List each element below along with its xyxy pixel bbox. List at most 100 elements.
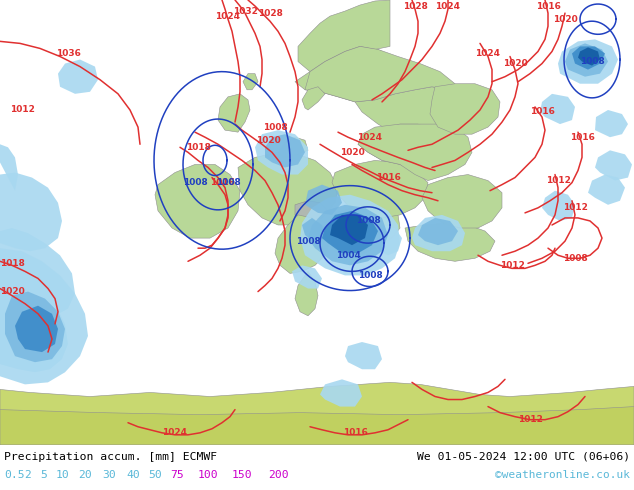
Text: 20: 20 [78, 470, 92, 480]
Text: 30: 30 [102, 470, 116, 480]
Polygon shape [265, 134, 305, 168]
Polygon shape [355, 87, 458, 137]
Polygon shape [5, 292, 65, 362]
Text: 1024: 1024 [216, 12, 240, 21]
Text: 75: 75 [170, 470, 184, 480]
Text: 1024: 1024 [162, 428, 188, 437]
Text: 1020: 1020 [340, 148, 365, 157]
Polygon shape [332, 160, 428, 218]
Text: 1020: 1020 [0, 287, 24, 296]
Polygon shape [418, 218, 458, 245]
Text: 1008: 1008 [262, 122, 287, 132]
Polygon shape [422, 174, 502, 228]
Text: We 01-05-2024 12:00 UTC (06+06): We 01-05-2024 12:00 UTC (06+06) [417, 452, 630, 462]
Text: 150: 150 [232, 470, 252, 480]
Polygon shape [255, 130, 308, 174]
Polygon shape [595, 110, 628, 137]
Text: 1012: 1012 [546, 176, 571, 185]
Polygon shape [370, 225, 402, 255]
Polygon shape [302, 87, 325, 110]
Polygon shape [565, 44, 608, 76]
Polygon shape [278, 137, 308, 157]
Polygon shape [305, 47, 458, 102]
Polygon shape [0, 172, 62, 251]
Text: 1028: 1028 [257, 9, 282, 18]
Text: 1036: 1036 [56, 49, 81, 58]
Polygon shape [405, 223, 495, 261]
Polygon shape [572, 47, 605, 70]
Polygon shape [542, 191, 575, 221]
Polygon shape [322, 211, 378, 253]
Text: 1024: 1024 [358, 133, 382, 142]
Polygon shape [0, 228, 75, 316]
Text: 1008: 1008 [562, 254, 587, 263]
Text: 2: 2 [24, 470, 31, 480]
Polygon shape [243, 74, 258, 90]
Text: 1012: 1012 [500, 261, 524, 270]
Text: 50: 50 [148, 470, 162, 480]
Text: 1020: 1020 [503, 59, 527, 68]
Text: 1016: 1016 [536, 1, 560, 11]
Text: 1020: 1020 [256, 136, 280, 145]
Polygon shape [155, 165, 240, 238]
Polygon shape [588, 174, 625, 205]
Text: 1004: 1004 [335, 251, 361, 260]
Text: 10: 10 [56, 470, 70, 480]
Text: 1008: 1008 [183, 178, 207, 187]
Text: 1020: 1020 [553, 15, 578, 24]
Text: ©weatheronline.co.uk: ©weatheronline.co.uk [495, 470, 630, 480]
Text: Precipitation accum. [mm] ECMWF: Precipitation accum. [mm] ECMWF [4, 452, 217, 462]
Polygon shape [430, 84, 500, 134]
Polygon shape [320, 379, 362, 407]
Polygon shape [558, 39, 618, 84]
Text: 1024: 1024 [436, 1, 460, 11]
Text: 1016: 1016 [529, 107, 555, 117]
Text: 5: 5 [40, 470, 47, 480]
Polygon shape [218, 94, 250, 132]
Polygon shape [300, 195, 400, 275]
Text: 1008: 1008 [216, 178, 240, 187]
Polygon shape [330, 215, 368, 245]
Text: 0.5: 0.5 [4, 470, 25, 480]
Polygon shape [292, 266, 322, 289]
Polygon shape [358, 124, 472, 181]
Text: 1012: 1012 [517, 415, 543, 424]
Text: 1016: 1016 [569, 133, 595, 142]
Text: 1008: 1008 [356, 217, 380, 225]
Text: 1016: 1016 [375, 173, 401, 182]
Text: 200: 200 [268, 470, 288, 480]
Polygon shape [0, 144, 18, 191]
Polygon shape [308, 205, 388, 266]
Text: 100: 100 [198, 470, 219, 480]
Polygon shape [58, 59, 98, 94]
Polygon shape [298, 0, 390, 72]
Polygon shape [0, 263, 68, 372]
Polygon shape [358, 124, 438, 165]
Text: 1008: 1008 [579, 57, 604, 66]
Polygon shape [0, 248, 88, 384]
Text: 1008: 1008 [358, 271, 382, 280]
Polygon shape [275, 215, 330, 273]
Polygon shape [328, 208, 382, 255]
Polygon shape [540, 94, 575, 124]
Polygon shape [595, 150, 632, 181]
Polygon shape [412, 215, 465, 251]
Polygon shape [368, 208, 400, 245]
Polygon shape [238, 152, 338, 225]
Polygon shape [0, 382, 634, 445]
Text: 1024: 1024 [476, 49, 500, 58]
Text: 1018: 1018 [186, 143, 210, 152]
Text: 1012: 1012 [10, 105, 34, 115]
Polygon shape [578, 48, 600, 66]
Text: 1028: 1028 [403, 1, 427, 11]
Polygon shape [302, 218, 325, 243]
Text: 1016: 1016 [210, 178, 235, 187]
Text: 1016: 1016 [342, 428, 368, 437]
Polygon shape [345, 342, 382, 369]
Text: 1032: 1032 [233, 6, 257, 16]
Polygon shape [305, 185, 342, 215]
Polygon shape [295, 271, 318, 316]
Text: 1012: 1012 [562, 203, 588, 212]
Text: 1008: 1008 [295, 237, 320, 245]
Text: 1018: 1018 [0, 259, 25, 268]
